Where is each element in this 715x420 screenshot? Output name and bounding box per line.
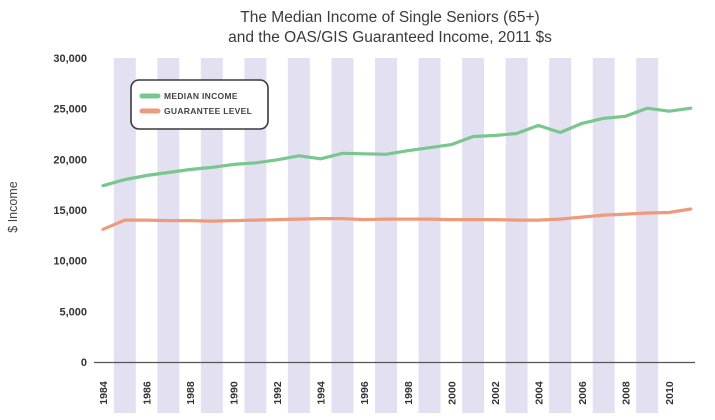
y-tick-label: 5,000 <box>59 306 87 318</box>
x-tick-label: 1996 <box>359 381 371 405</box>
x-tick-label: 1986 <box>142 381 154 405</box>
series-line-median-income <box>101 106 693 188</box>
x-tick-label: 1988 <box>185 381 197 405</box>
x-tick-label: 2000 <box>446 381 458 405</box>
x-tick-label: 1990 <box>229 381 241 405</box>
year-band-2001 <box>462 58 485 413</box>
x-axis-ticks: 1984 1986 1988 1990 1992 1994 1996 1998 2000 2002… <box>98 381 676 405</box>
year-bands <box>113 58 659 413</box>
year-band-2007 <box>592 58 615 413</box>
year-band-1993 <box>287 58 310 413</box>
legend: MEDIAN INCOME GUARANTEE LEVEL <box>130 79 269 130</box>
chart-title-line-2: and the OAS/GIS Guaranteed Income, 2011 … <box>228 29 552 46</box>
y-tick-label: 25,000 <box>53 104 87 116</box>
x-tick-label: 1984 <box>98 381 110 405</box>
x-tick-label: 2006 <box>577 381 589 405</box>
x-tick-label: 1998 <box>403 381 415 405</box>
y-tick-label: 20,000 <box>53 154 87 166</box>
x-tick-label: 2008 <box>621 381 633 405</box>
y-tick-label: 0 <box>81 357 87 369</box>
legend-box <box>130 79 269 130</box>
x-tick-label: 2004 <box>533 381 545 405</box>
x-tick-label: 1992 <box>272 381 284 405</box>
year-band-1987 <box>157 58 180 413</box>
x-tick-label: 1994 <box>316 381 328 405</box>
chart-title: The Median Income of Single Seniors (65+… <box>90 8 690 48</box>
year-band-1985 <box>113 58 136 413</box>
year-band-2003 <box>505 58 528 413</box>
y-tick-label: 15,000 <box>53 205 87 217</box>
year-band-1995 <box>331 58 354 413</box>
year-band-1997 <box>375 58 397 413</box>
year-band-2005 <box>549 58 572 413</box>
series-line-guarantee-level <box>101 207 693 231</box>
x-tick-label: 2002 <box>490 381 502 405</box>
y-axis-ticks: 0 5,000 10,000 15,000 20,000 25,000 30,000 <box>53 53 87 369</box>
year-band-1991 <box>244 58 267 413</box>
legend-label: GUARANTEE LEVEL <box>164 106 252 116</box>
y-tick-label: 10,000 <box>53 256 87 268</box>
year-band-2009 <box>636 58 659 413</box>
year-band-1999 <box>418 58 441 413</box>
y-tick-label: 30,000 <box>53 53 87 65</box>
x-tick-label: 2010 <box>664 381 676 405</box>
year-band-1989 <box>200 58 223 413</box>
chart-title-line-1: The Median Income of Single Seniors (65+… <box>240 9 540 26</box>
legend-label: MEDIAN INCOME <box>164 91 238 101</box>
